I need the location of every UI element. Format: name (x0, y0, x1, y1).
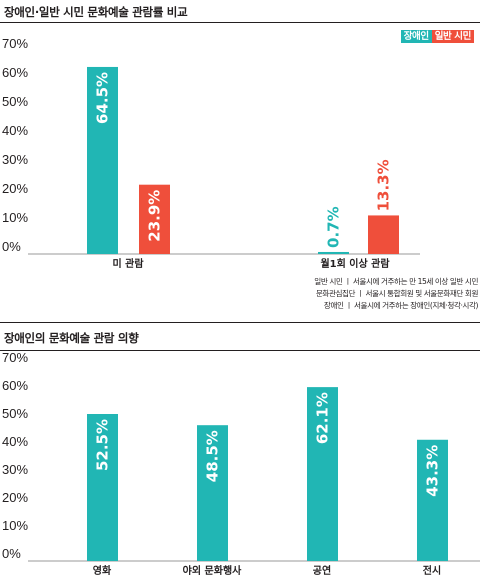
y-tick-label: 30% (2, 462, 28, 477)
bar-2-2 (368, 215, 399, 254)
note-line: 문화관심집단 ㅣ 서울시 통합회원 및 서울문화재단 회원 (315, 289, 479, 298)
y-tick-label: 40% (2, 434, 28, 449)
y-tick-label: 20% (2, 181, 28, 196)
x-tick-label: 월1회 이상 관람 (320, 257, 390, 270)
y-tick-label: 40% (2, 123, 28, 138)
note-line: 일반 시민 ㅣ 서울시에 거주하는 만 15세 이상 일반 시민 (314, 277, 478, 286)
data-label: 23.9% (146, 190, 164, 242)
y-tick-label: 0% (2, 546, 21, 561)
y-tick-label: 20% (2, 490, 28, 505)
bar-1-3 (307, 387, 338, 561)
bar-1-2 (318, 251, 349, 254)
y-tick-label: 70% (2, 36, 28, 51)
y-tick-label: 60% (2, 65, 28, 80)
data-label: 43.3% (424, 445, 442, 497)
chart1-plot: 70% 60% 50% 40% 30% 20% 10% 0% 64.5% 0.7% 23.9% 13.… (2, 36, 420, 270)
data-label: 0.7% (325, 206, 343, 248)
data-label: 62.1% (314, 392, 332, 444)
y-tick-label: 0% (2, 239, 21, 254)
data-label: 48.5% (204, 430, 222, 482)
x-tick-label: 영화 (93, 564, 112, 577)
bar-1-4 (417, 439, 448, 561)
x-tick-label: 전시 (423, 564, 441, 577)
y-tick-label: 70% (2, 350, 28, 365)
chart1-title: 장애인·일반 시민 문화예술 관람률 비교 (4, 5, 188, 19)
y-tick-label: 50% (2, 406, 28, 421)
y-tick-label: 60% (2, 378, 28, 393)
chart1-note: 일반 시민 ㅣ 서울시에 거주하는 만 15세 이상 일반 시민 문화관심집단 … (260, 276, 478, 312)
bar-1-1 (87, 66, 118, 254)
chart2-plot: 70% 60% 50% 40% 30% 20% 10% 0% 52.5% 48.5% 62.1% 43… (2, 350, 480, 577)
y-tick-label: 10% (2, 210, 28, 225)
legend-item-series-1: 장애인 (400, 30, 432, 43)
y-tick-label: 50% (2, 94, 28, 109)
chart1-title-rule (0, 22, 480, 23)
legend-item-series-2: 일반 시민 (431, 30, 474, 43)
section-divider (0, 322, 480, 323)
data-label: 64.5% (94, 72, 112, 124)
bar-1-1 (87, 414, 118, 561)
bar-2-1 (139, 184, 170, 254)
x-tick-label: 공연 (313, 564, 331, 577)
bar-1-2 (197, 425, 228, 561)
y-tick-label: 30% (2, 152, 28, 167)
y-tick-label: 10% (2, 518, 28, 533)
note-line: 장애인 ㅣ 서울시에 거주하는 장애인(지체·청각·시각) (323, 301, 479, 310)
x-tick-label: 야외 문화행사 (183, 564, 242, 577)
data-label: 13.3% (375, 159, 393, 211)
chart2-title: 장애인의 문화예술 관람 의향 (4, 331, 139, 345)
data-label: 52.5% (94, 419, 112, 471)
x-tick-label: 미 관람 (112, 257, 144, 270)
chart1-legend: 장애인 일반 시민 (400, 30, 474, 43)
chart2-title-rule (0, 350, 480, 351)
